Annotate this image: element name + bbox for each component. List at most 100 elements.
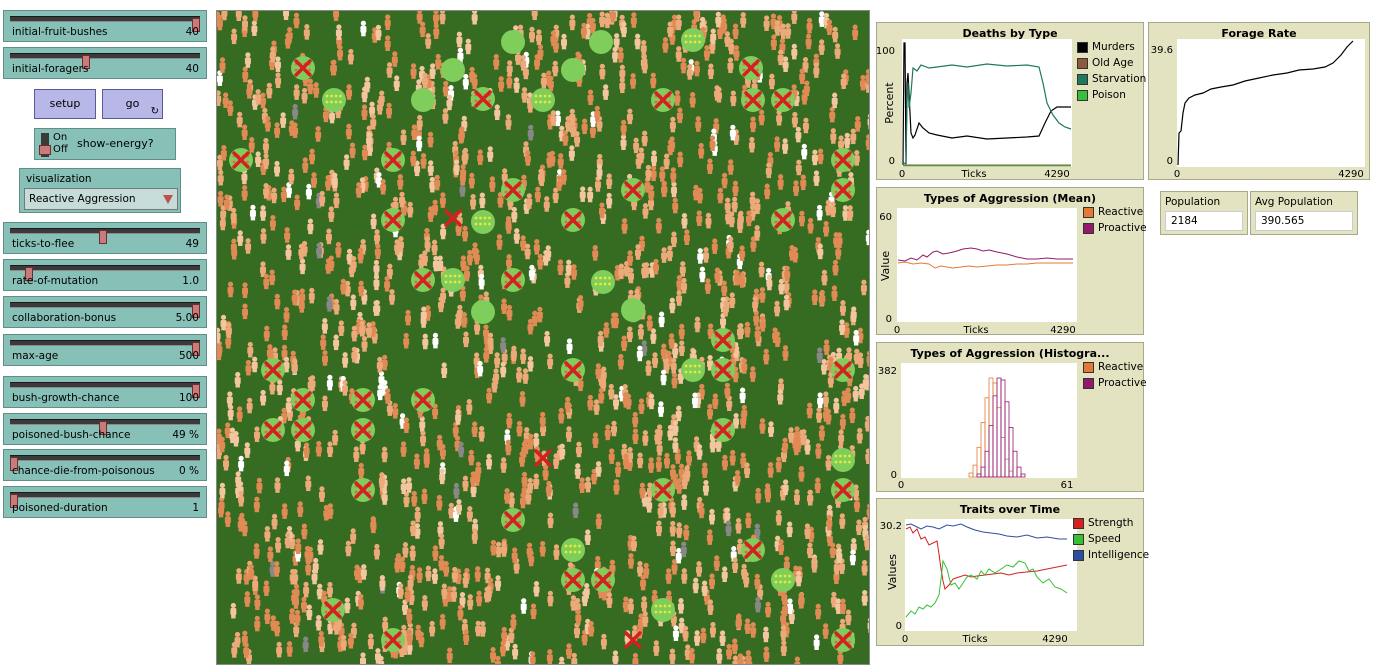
- slider-track[interactable]: [10, 455, 200, 471]
- forager-agent: [636, 561, 643, 577]
- forager-agent: [498, 76, 505, 92]
- forager-agent: [587, 394, 594, 411]
- forager-agent: [652, 352, 659, 368]
- forager-agent: [418, 253, 425, 270]
- slider-track[interactable]: [10, 53, 200, 69]
- slider-initial-foragers[interactable]: initial-foragers 40: [3, 47, 207, 79]
- forager-agent: [613, 33, 620, 49]
- forager-agent: [471, 73, 478, 90]
- forager-agent: [638, 398, 645, 414]
- slider-knob[interactable]: [99, 421, 108, 435]
- forager-agent: [782, 138, 789, 154]
- fruit-bush: [621, 298, 645, 322]
- slider-bush-growth-chance[interactable]: bush-growth-chance 100: [3, 376, 207, 408]
- slider-track[interactable]: [10, 382, 200, 398]
- forager-agent: [294, 194, 301, 211]
- forager-agent: [670, 357, 677, 374]
- forager-agent: [643, 562, 650, 579]
- forager-agent: [798, 592, 805, 609]
- forager-agent: [786, 521, 793, 538]
- show-energy-switch[interactable]: On Off show-energy?: [34, 128, 176, 160]
- poison-x-icon: [354, 391, 372, 409]
- slider-track[interactable]: [10, 419, 200, 435]
- poison-x-icon: [564, 361, 582, 379]
- forager-agent: [253, 426, 260, 443]
- forager-agent: [361, 86, 368, 103]
- go-button[interactable]: go ↻: [102, 89, 163, 119]
- forager-agent: [806, 402, 813, 419]
- forager-agent: [552, 37, 559, 53]
- forager-agent: [441, 362, 448, 378]
- forager-agent: [351, 346, 358, 363]
- poison-x-icon: [624, 631, 642, 649]
- slider-collaboration-bonus[interactable]: collaboration-bonus 5.00: [3, 296, 207, 328]
- slider-rate-of-mutation[interactable]: rate-of-mutation 1.0: [3, 259, 207, 291]
- slider-chance-die-from-poisonous[interactable]: chance-die-from-poisonous 0 %: [3, 449, 207, 481]
- fruit-bush: [681, 28, 705, 52]
- forager-agent: [754, 325, 761, 342]
- forager-agent: [231, 642, 238, 658]
- slider-knob[interactable]: [10, 494, 18, 508]
- world-view[interactable]: [216, 10, 870, 665]
- slider-track[interactable]: [10, 16, 200, 32]
- forager-agent: [638, 235, 645, 252]
- slider-knob[interactable]: [10, 457, 18, 471]
- slider-track[interactable]: [10, 228, 200, 244]
- slider-knob[interactable]: [99, 230, 108, 244]
- poison-x-icon: [444, 209, 462, 227]
- slider-track[interactable]: [10, 302, 200, 318]
- setup-button[interactable]: setup: [34, 89, 96, 119]
- forager-agent: [358, 280, 365, 297]
- slider-knob[interactable]: [192, 18, 200, 32]
- slider-value: 0 %: [179, 465, 199, 477]
- forager-agent: [564, 396, 571, 413]
- slider-max-age[interactable]: max-age 500: [3, 334, 207, 366]
- slider-knob[interactable]: [192, 304, 200, 318]
- slider-track[interactable]: [10, 340, 200, 356]
- dropdown-arrow-icon[interactable]: [163, 195, 173, 204]
- x-max-label: 4290: [1042, 634, 1067, 645]
- world-canvas: [217, 11, 869, 664]
- fruit-bush: [771, 208, 795, 232]
- forager-agent: [774, 331, 781, 347]
- x-max-label: 61: [1061, 480, 1074, 491]
- forager-agent: [230, 602, 237, 619]
- slider-initial-fruit-bushes[interactable]: initial-fruit-bushes 40: [3, 10, 207, 42]
- forager-agent: [612, 394, 619, 410]
- forager-agent: [266, 344, 273, 360]
- slider-knob[interactable]: [192, 342, 200, 356]
- visualization-chooser[interactable]: visualization Reactive Aggression: [19, 168, 181, 213]
- slider-poisoned-duration[interactable]: poisoned-duration 1: [3, 486, 207, 518]
- slider-knob[interactable]: [25, 267, 33, 281]
- forager-agent: [587, 89, 594, 106]
- fruit-bush: [291, 388, 315, 412]
- slider-knob[interactable]: [192, 384, 200, 398]
- forager-agent: [701, 462, 708, 478]
- forager-agent: [599, 11, 606, 28]
- slider-track[interactable]: [10, 492, 200, 508]
- slider-poisoned-bush-chance[interactable]: poisoned-bush-chance 49 %: [3, 413, 207, 445]
- forager-agent: [741, 404, 748, 421]
- forager-agent: [307, 218, 314, 235]
- forager-agent: [542, 464, 549, 481]
- chooser-dropdown[interactable]: Reactive Aggression: [24, 188, 178, 210]
- forager-agent: [220, 144, 227, 161]
- slider-track[interactable]: [10, 265, 200, 281]
- forager-agent: [263, 580, 270, 596]
- forager-agent: [516, 420, 523, 437]
- forager-agent: [813, 634, 820, 650]
- forager-agent: [482, 324, 489, 341]
- forager-agent: [223, 454, 230, 471]
- plot-area: [905, 519, 1077, 631]
- forager-agent: [537, 253, 544, 270]
- slider-value: 49 %: [172, 429, 199, 441]
- fruit-bush: [561, 208, 585, 232]
- forager-agent: [580, 22, 587, 39]
- forager-agent: [700, 627, 707, 644]
- switch-knob[interactable]: [39, 145, 51, 155]
- slider-knob[interactable]: [82, 55, 90, 69]
- y-min-label: 0: [1167, 156, 1173, 167]
- slider-ticks-to-flee[interactable]: ticks-to-flee 49: [3, 222, 207, 254]
- forager-agent: [694, 316, 701, 333]
- forager-agent: [511, 206, 518, 223]
